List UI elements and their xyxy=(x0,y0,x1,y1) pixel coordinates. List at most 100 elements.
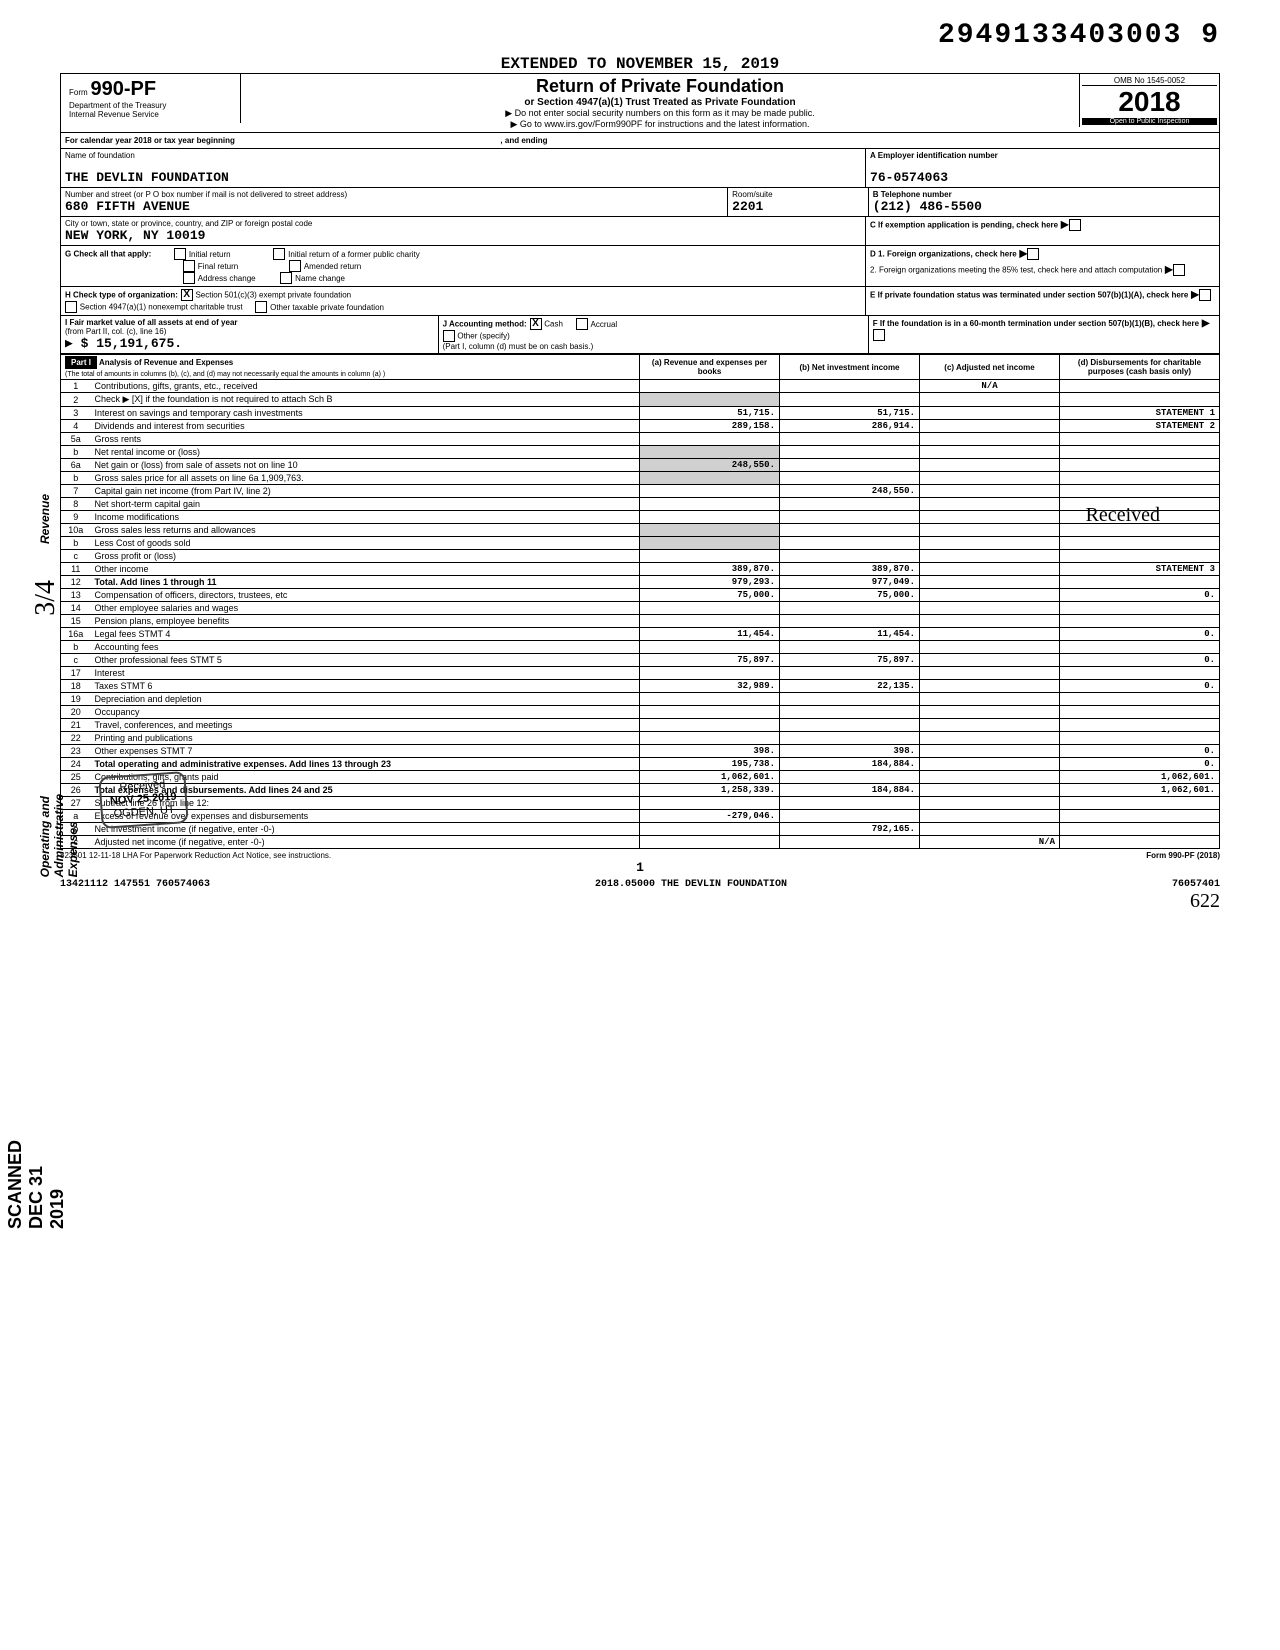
col-d-value xyxy=(1060,615,1220,628)
irs-label: Internal Revenue Service xyxy=(69,110,232,119)
e-label: E If private foundation status was termi… xyxy=(870,291,1188,300)
row-number: b xyxy=(61,537,91,550)
col-c-value: N/A xyxy=(920,836,1060,849)
col-d-value xyxy=(1060,433,1220,446)
col-c-value xyxy=(920,407,1060,420)
col-c-value xyxy=(920,524,1060,537)
col-b-value: 75,000. xyxy=(780,589,920,602)
j-other-checkbox[interactable] xyxy=(443,330,455,342)
row-description: Gross profit or (loss) xyxy=(91,550,640,563)
col-b-value: 184,884. xyxy=(780,784,920,797)
g-initial: Initial return xyxy=(189,250,231,259)
received-stamp: Received NOV 25 2019 OGDEN, UT xyxy=(98,771,188,828)
col-a-header: (a) Revenue and expenses per books xyxy=(640,355,780,380)
f-label: F If the foundation is in a 60-month ter… xyxy=(873,319,1199,328)
footer-mid: 2018.05000 THE DEVLIN FOUNDATION xyxy=(595,879,787,890)
col-a-value: 75,000. xyxy=(640,589,780,602)
col-d-value: 0. xyxy=(1060,745,1220,758)
col-a-value xyxy=(640,472,780,485)
col-b-value xyxy=(780,797,920,810)
omb-number: OMB No 1545-0052 xyxy=(1082,76,1217,86)
g-address-checkbox[interactable] xyxy=(183,272,195,284)
received-cursive: Received xyxy=(1086,504,1160,527)
g-namechange: Name change xyxy=(295,274,345,283)
part-i-label: Part I xyxy=(65,356,97,369)
table-row: 25Contributions, gifts, grants paid1,062… xyxy=(61,771,1220,784)
row-number: 19 xyxy=(61,693,91,706)
page-number: 1 xyxy=(60,860,1220,875)
g-amended-checkbox[interactable] xyxy=(289,260,301,272)
table-row: 14Other employee salaries and wages xyxy=(61,602,1220,615)
j-note: (Part I, column (d) must be on cash basi… xyxy=(443,342,864,351)
col-a-value xyxy=(640,511,780,524)
col-b-value xyxy=(780,537,920,550)
col-c-value xyxy=(920,719,1060,732)
row-number: 9 xyxy=(61,511,91,524)
col-a-value xyxy=(640,693,780,706)
col-a-value xyxy=(640,433,780,446)
col-a-value xyxy=(640,550,780,563)
row-description: Dividends and interest from securities xyxy=(91,420,640,433)
col-b-value xyxy=(780,550,920,563)
col-a-value xyxy=(640,641,780,654)
h2-checkbox[interactable] xyxy=(65,301,77,313)
col-a-value xyxy=(640,823,780,836)
c-checkbox[interactable] xyxy=(1069,219,1081,231)
col-a-value: 32,989. xyxy=(640,680,780,693)
street-address: 680 FIFTH AVENUE xyxy=(65,199,723,214)
row-number: 10a xyxy=(61,524,91,537)
row-description: Total. Add lines 1 through 11 xyxy=(91,576,640,589)
row-description: Gross sales price for all assets on line… xyxy=(91,472,640,485)
j-accrual-checkbox[interactable] xyxy=(576,318,588,330)
g-final-checkbox[interactable] xyxy=(183,260,195,272)
col-b-value xyxy=(780,459,920,472)
table-row: 3Interest on savings and temporary cash … xyxy=(61,407,1220,420)
table-row: 27Subtract line 26 from line 12: xyxy=(61,797,1220,810)
col-d-value: 0. xyxy=(1060,589,1220,602)
table-row: 4Dividends and interest from securities2… xyxy=(61,420,1220,433)
col-d-value xyxy=(1060,719,1220,732)
h1-checkbox[interactable]: X xyxy=(181,289,193,301)
col-a-value xyxy=(640,380,780,393)
row-number: c xyxy=(61,654,91,667)
d2-checkbox[interactable] xyxy=(1173,264,1185,276)
i-value: ▶ $ 15,191,675. xyxy=(65,336,434,351)
col-b-value xyxy=(780,836,920,849)
footer-622: 622 xyxy=(60,890,1220,913)
col-b-value xyxy=(780,446,920,459)
row-number: 24 xyxy=(61,758,91,771)
room-value: 2201 xyxy=(732,199,864,214)
j-other: Other (specify) xyxy=(457,332,509,341)
g-initial-checkbox[interactable] xyxy=(174,248,186,260)
j-cash-checkbox[interactable]: X xyxy=(530,318,542,330)
col-b-value: 389,870. xyxy=(780,563,920,576)
j-cash: Cash xyxy=(544,320,563,329)
e-checkbox[interactable] xyxy=(1199,289,1211,301)
g-former-checkbox[interactable] xyxy=(273,248,285,260)
f-checkbox[interactable] xyxy=(873,329,885,341)
col-c-value xyxy=(920,498,1060,511)
col-c-value xyxy=(920,459,1060,472)
g-final: Final return xyxy=(198,262,238,271)
col-a-value xyxy=(640,732,780,745)
col-b-value: 75,897. xyxy=(780,654,920,667)
lha-note: 823501 12-11-18 LHA For Paperwork Reduct… xyxy=(60,851,331,860)
col-a-value xyxy=(640,524,780,537)
col-b-value xyxy=(780,498,920,511)
row-description: Capital gain net income (from Part IV, l… xyxy=(91,485,640,498)
col-b-value xyxy=(780,810,920,823)
col-a-value xyxy=(640,393,780,407)
col-c-value xyxy=(920,446,1060,459)
d1-checkbox[interactable] xyxy=(1027,248,1039,260)
col-d-value xyxy=(1060,823,1220,836)
col-c-value xyxy=(920,472,1060,485)
g-namechange-checkbox[interactable] xyxy=(280,272,292,284)
h3-checkbox[interactable] xyxy=(255,301,267,313)
col-a-value: -279,046. xyxy=(640,810,780,823)
table-row: 13Compensation of officers, directors, t… xyxy=(61,589,1220,602)
col-d-value xyxy=(1060,576,1220,589)
col-d-value xyxy=(1060,446,1220,459)
col-d-value xyxy=(1060,472,1220,485)
table-row: 24Total operating and administrative exp… xyxy=(61,758,1220,771)
dept-treasury: Department of the Treasury xyxy=(69,101,232,110)
